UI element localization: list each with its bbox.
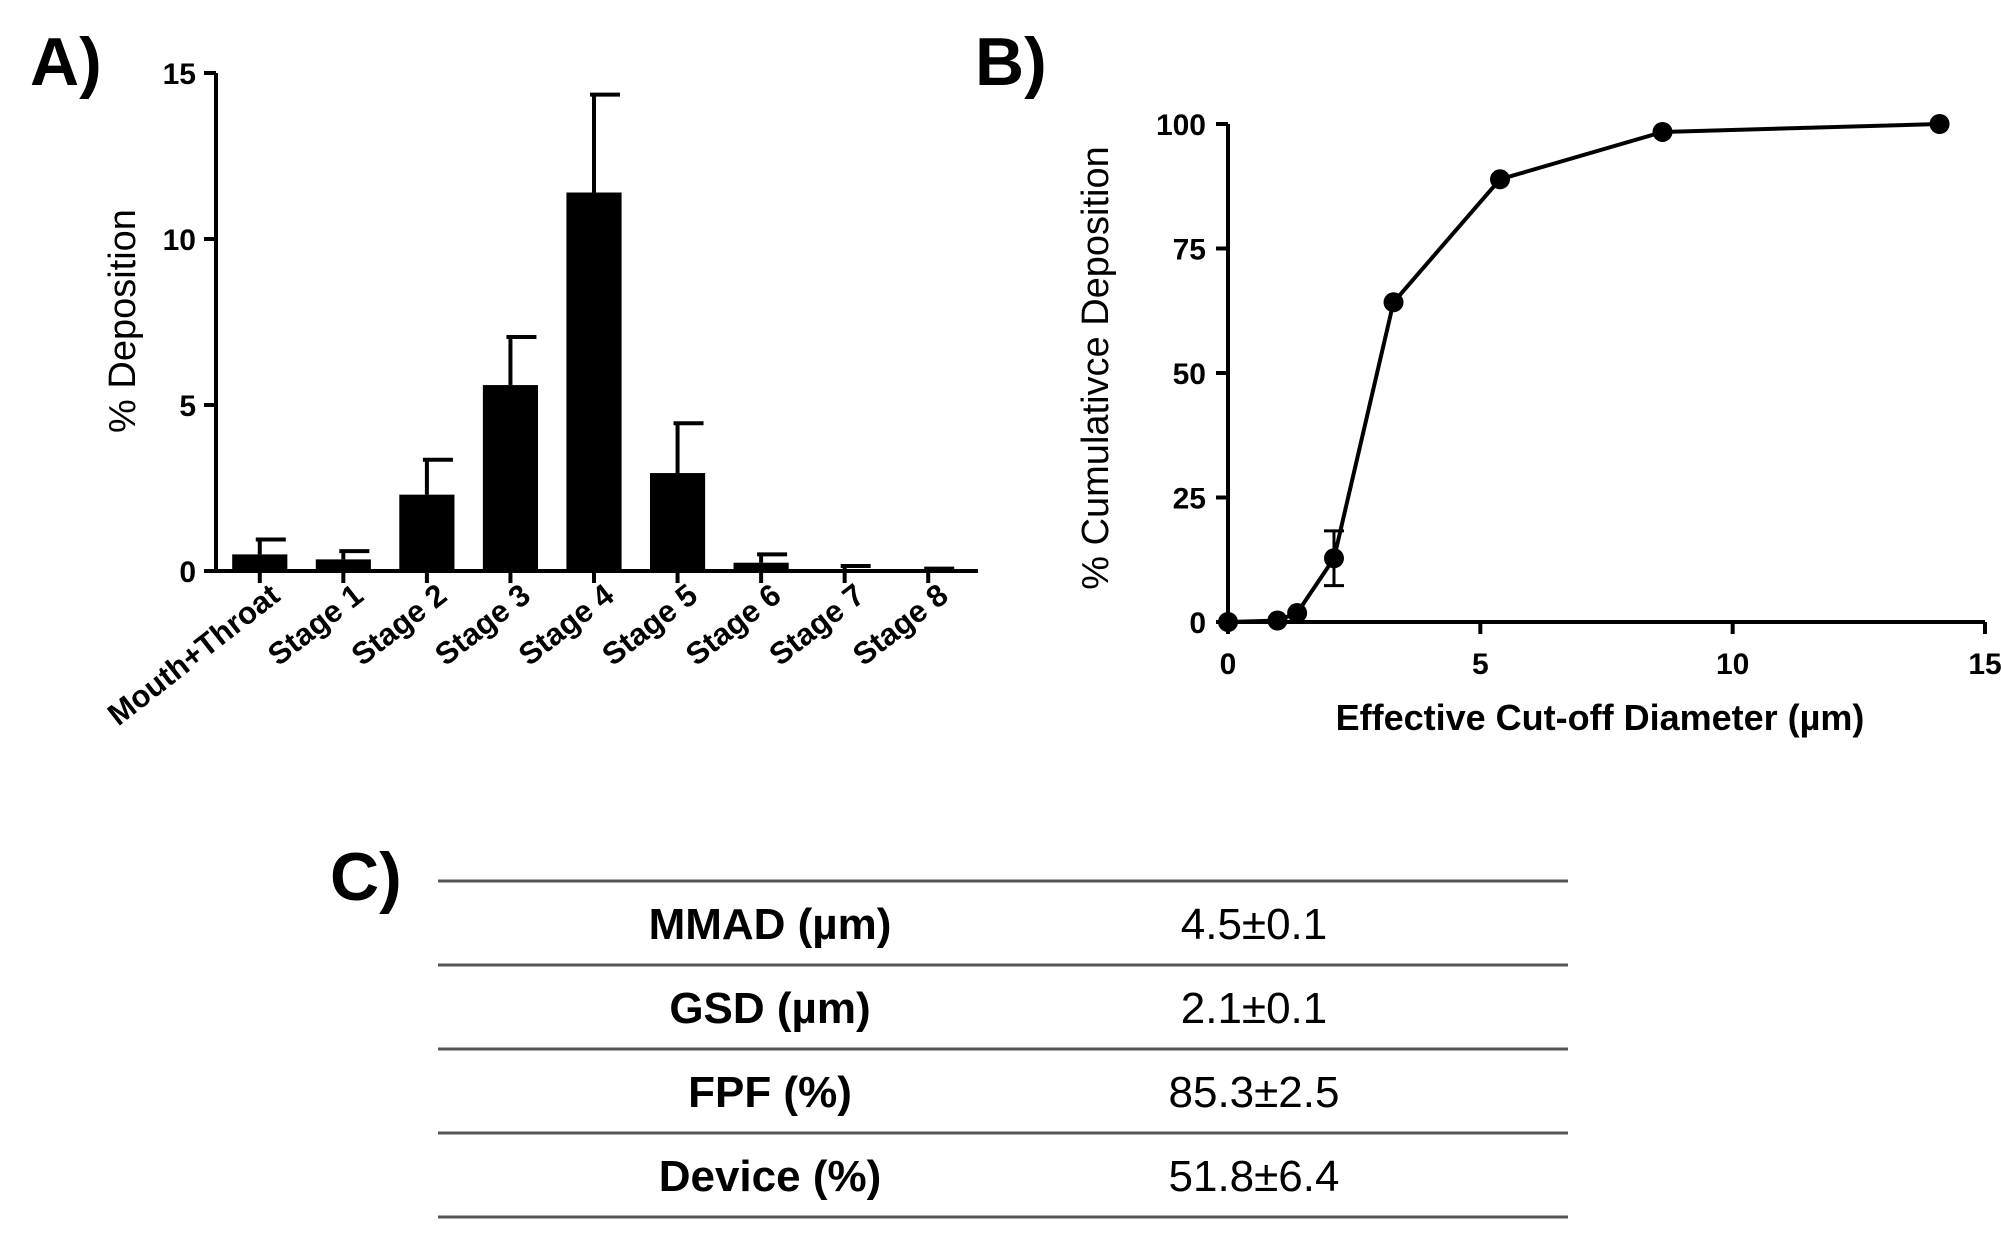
panel-b-point-6 [1490,169,1511,190]
panel-b-y-tick-label: 50 [1173,358,1206,391]
panel-a-category-label: Stage 5 [595,577,703,672]
panel-b-point-8 [1929,114,1950,134]
table-row-value: 51.8±6.4 [1169,1152,1340,1201]
panel-b-tick-labels: 0 25 50 75 100 0 5 10 15 [1156,109,2002,681]
table-row-value: 4.5±0.1 [1181,900,1327,949]
panel-a-bar-1 [232,554,288,571]
table-row-label: GSD (µm) [669,984,870,1033]
panel-a-bar-8 [817,569,873,571]
panel-a-bar-3 [399,494,455,571]
panel-b-y-tick-label: 0 [1189,607,1206,640]
panel-b-line-chart: B) % Cumulativce Deposition Effective Cu… [975,24,2002,738]
panel-c-table: C) MMAD (µm) 4.5±0.1 GSD (µm) 2.1±0.1 FPF (%… [330,839,1568,1219]
panel-b-y-axis-title: % Cumulativce Deposition [1075,146,1117,590]
panel-a-y-tick-label: 0 [179,556,196,589]
panel-b-point-1 [1218,612,1238,632]
panel-a-y-tick-label: 5 [179,390,196,423]
panel-a-category-label: Stage 8 [846,577,954,672]
panel-a-y-tick-label: 10 [163,224,196,257]
panel-a-bar-7 [733,562,789,571]
table-row-label: MMAD (µm) [649,900,892,949]
panel-b-x-tick-label: 15 [1968,648,2001,681]
panel-b-x-axis-title: Effective Cut-off Diameter (µm) [1336,697,1865,738]
panel-a-category-label: Mouth+Throat [101,577,286,732]
panel-a-bar-5 [566,192,622,571]
panel-b-y-tick-label: 75 [1173,234,1206,267]
panel-b-point-4 [1323,548,1344,569]
panel-b-x-tick-label: 5 [1472,648,1489,681]
panel-c-label: C) [330,839,402,915]
panel-a-category-label: Stage 1 [261,577,369,672]
panel-b-x-tick-label: 10 [1716,648,1749,681]
panel-b-point-7 [1652,121,1673,142]
panel-b-y-tick-label: 25 [1173,483,1206,516]
panel-b-point-3 [1287,603,1308,624]
table-row-value: 2.1±0.1 [1181,984,1327,1033]
panel-a-bars [232,92,956,572]
panel-a-category-label: Stage 7 [763,577,871,672]
table-row-value: 85.3±2.5 [1169,1068,1340,1117]
panel-a-category-label: Stage 2 [345,577,453,672]
panel-a-bar-4 [482,385,539,571]
panel-b-point-5 [1383,292,1404,313]
panel-a-bar-2 [315,559,371,571]
panel-b-x-tick-label: 0 [1220,648,1237,681]
panel-b-y-tick-label: 100 [1156,109,1206,142]
panel-a-bar-9 [900,570,956,572]
panel-a-category-label: Stage 3 [428,577,536,672]
panel-a-y-axis-title: % Deposition [102,209,144,433]
panel-a-y-tick-label: 15 [163,58,196,91]
panel-a-bar-6 [649,473,706,571]
panel-b-point-2 [1267,610,1288,631]
panel-b-series [1218,114,1950,632]
panel-b-label: B) [975,24,1047,100]
summary-table: MMAD (µm) 4.5±0.1 GSD (µm) 2.1±0.1 FPF (%) 85… [438,879,1568,1219]
table-row-label: FPF (%) [688,1068,852,1117]
table-row-label: Device (%) [659,1152,882,1201]
panel-a-bar-chart: A) % Deposition 051015Mouth+ThroatStage … [30,24,978,732]
panel-a-category-label: Stage 6 [679,577,787,672]
panel-a-label: A) [30,24,102,100]
